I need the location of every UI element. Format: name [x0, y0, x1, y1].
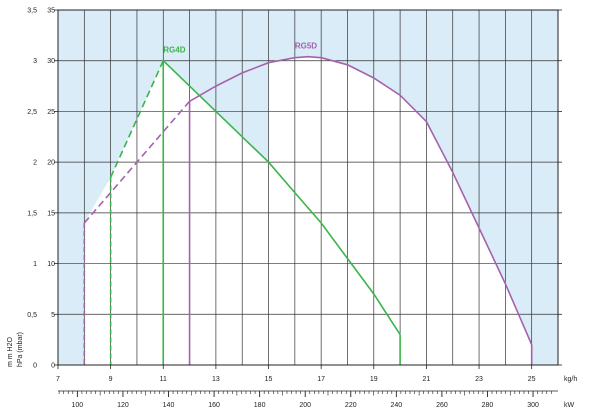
rg4d-curve: [162, 60, 401, 336]
x-tick-label: 25: [528, 376, 536, 383]
kw-tick-label: 200: [299, 402, 311, 409]
y-left-tick-label: 0: [51, 363, 55, 370]
y-left-tick-label: 35: [47, 8, 55, 15]
x-tick-label: 15: [265, 376, 273, 383]
y-right-tick-label: 0,5: [27, 312, 37, 319]
x-unit-secondary: kW: [564, 402, 575, 409]
rg5d-label: RG5D: [295, 42, 317, 51]
kw-tick-label: 160: [208, 402, 220, 409]
y-right-tick-label: 2: [33, 160, 37, 167]
x-tick-label: 19: [370, 376, 378, 383]
x-tick-label: 11: [160, 376, 167, 383]
x-tick-label: 21: [423, 376, 431, 383]
kw-tick-label: 300: [527, 402, 539, 409]
kw-tick-label: 260: [436, 402, 448, 409]
x-tick-label: 13: [212, 376, 220, 383]
kw-tick-label: 140: [163, 402, 175, 409]
kw-tick-label: 120: [117, 402, 129, 409]
y-right-tick-label: 1,5: [27, 210, 37, 217]
white-operating-area: [84, 56, 532, 365]
rg4d-label: RG4D: [163, 46, 185, 55]
y-right-tick-label: 0: [33, 363, 37, 370]
rg5d-curve: [189, 55, 533, 346]
kw-tick-label: 100: [72, 402, 84, 409]
ticks: 0 5 10 15 20 25 30 35 0 0,5 1 1,5 2 2,5 3 3,5 7 9 11 13 15 17…: [27, 8, 562, 409]
y-unit-right: hPa (mbar): [17, 332, 24, 367]
plot-frame: [57, 9, 559, 366]
y-right-tick-label: 1: [33, 261, 37, 268]
x-tick-label: 17: [317, 376, 325, 383]
y-left-tick-label: 5: [51, 312, 55, 319]
rg5d-dashed-segment: [83, 100, 191, 224]
series-lines: [83, 55, 533, 365]
kw-tick-label: 280: [482, 402, 494, 409]
y-left-tick-label: 20: [47, 160, 55, 167]
x-unit-primary: kg/h: [564, 376, 577, 383]
x-tick-label: 7: [56, 376, 60, 383]
y-right-tick-label: 3: [33, 58, 37, 65]
kw-tick-label: 240: [391, 402, 403, 409]
y-right-tick-label: 2,5: [27, 109, 37, 116]
y-unit-left: m m H2O: [7, 337, 14, 368]
y-left-tick-label: 15: [47, 210, 55, 217]
kw-tick-label: 220: [345, 402, 357, 409]
x-tick-label: 9: [109, 376, 113, 383]
y-left-tick-label: 30: [47, 58, 55, 65]
kw-tick-label: 180: [254, 402, 266, 409]
x-tick-label: 23: [475, 376, 483, 383]
working-area: [84, 56, 532, 365]
y-right-tick-label: 3,5: [27, 8, 37, 15]
y-left-tick-label: 10: [47, 261, 55, 268]
y-left-tick-label: 25: [47, 109, 55, 116]
